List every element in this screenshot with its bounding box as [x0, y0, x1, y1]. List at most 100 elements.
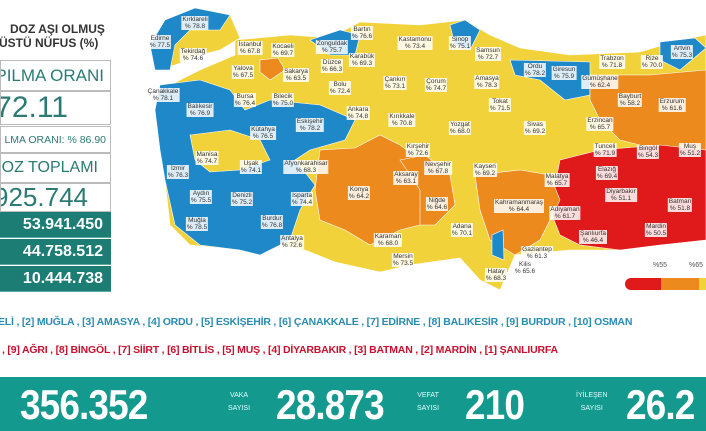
province-label: Hatay% 68.3: [484, 268, 508, 282]
province-value: % 65.7: [589, 124, 611, 131]
province-name: Karabük: [349, 53, 375, 60]
province-label: Adana% 70.1: [450, 223, 474, 237]
province-value: % 75.2: [231, 199, 253, 206]
province-name: Gümüşhane: [582, 75, 618, 82]
province-value: % 76.3: [167, 172, 189, 179]
province-value: % 75.5: [190, 197, 212, 204]
province-value: % 70.8: [391, 120, 413, 127]
region-sakarya: [259, 57, 286, 81]
province-value: % 63.1: [395, 178, 417, 185]
province-value: % 64.4: [508, 206, 530, 213]
province-value: % 50.5: [645, 230, 667, 237]
province-value: % 76.5: [252, 133, 274, 140]
province-label: Bingöl% 54.3: [636, 145, 660, 159]
province-name: Kırklareli: [182, 16, 208, 23]
province-label: Tokat% 71.5: [488, 98, 512, 112]
province-value: % 76.4: [234, 100, 256, 107]
province-name: Tekirdağ: [180, 48, 206, 55]
province-value: % 75.3: [671, 52, 693, 59]
province-value: % 69.7: [272, 50, 294, 57]
province-value: % 67.8: [427, 168, 449, 175]
province-value: % 68.0: [377, 240, 399, 247]
province-value: % 69.3: [351, 60, 373, 67]
province-label: Gümüşhane% 62.4: [581, 75, 619, 89]
province-label: Kırşehir% 72.6: [405, 143, 431, 157]
province-name: Diyarbakır: [606, 188, 636, 195]
dose-row-2: 44.758.512: [0, 239, 111, 265]
province-value: % 74.4: [291, 199, 313, 206]
region-thrace-blue: [149, 7, 231, 71]
province-label: Bursa% 76.4: [233, 93, 257, 107]
province-label: Trabzon% 71.8: [599, 55, 625, 69]
province-value: % 74.1: [240, 167, 262, 174]
province-name: Muş: [683, 143, 697, 150]
province-name: Ordu: [527, 63, 543, 70]
province-name: Isparta: [292, 192, 312, 199]
death-label-1: VEFAT: [417, 392, 439, 399]
province-name: Zonguldak: [316, 40, 348, 47]
province-name: Sivas: [527, 121, 543, 128]
province-name: Adıyaman: [550, 206, 580, 213]
total-value: 925.744: [0, 183, 111, 212]
province-label: Muş% 51.2: [678, 143, 702, 157]
rate-value: 72.11: [0, 91, 111, 125]
province-value: % 73.1: [384, 83, 406, 90]
death-count: 210: [465, 381, 525, 428]
province-name: Erzurum: [659, 98, 685, 105]
province-value: % 64.6: [426, 204, 448, 211]
province-name: Aksaray: [394, 171, 418, 178]
province-value: % 78.2: [299, 125, 321, 132]
province-label: Muğla% 78.5: [185, 217, 209, 231]
province-name: Gaziantep: [522, 246, 552, 253]
province-name: Tunceli: [594, 143, 616, 150]
province-label: Giresun% 75.9: [551, 66, 577, 80]
province-label: Erzurum% 61.6: [658, 98, 686, 112]
province-name: Bartın: [353, 26, 371, 33]
province-label: Sivas% 69.2: [523, 121, 547, 135]
province-value: % 69.2: [524, 128, 546, 135]
province-name: Giresun: [552, 66, 576, 73]
legend-yellow: [699, 278, 706, 290]
province-value: % 61.6: [661, 105, 683, 112]
province-name: Kayseri: [474, 163, 496, 170]
province-name: Kastamonu: [398, 36, 432, 43]
province-label: Yozgat% 68.0: [448, 121, 472, 135]
province-name: Hatay: [487, 268, 505, 275]
province-value: % 71.9: [594, 150, 616, 157]
province-value: % 69.2: [474, 170, 496, 177]
turkey-vaccination-map: Kırklareli% 78.8 Edirne% 77.5 Tekirdağ% 74…: [120, 0, 706, 300]
province-label: Kastamonu% 73.4: [397, 36, 433, 50]
province-name: Kahramanmaraş: [494, 199, 544, 206]
province-name: Bayburt: [618, 93, 642, 100]
province-name: Manisa: [196, 151, 218, 158]
recovered-label-2: SAYISI: [580, 405, 603, 412]
region-osmaniye: [491, 229, 505, 261]
province-value: % 78.3: [476, 82, 498, 89]
province-value: % 76.9: [189, 110, 211, 117]
province-label: Diyarbakır% 51.1: [605, 188, 637, 202]
stats-band: 356.352 VAKA SAYISI 28.873 VEFAT SAYISI 21…: [0, 377, 706, 431]
province-label: Şanlıurfa% 46.4: [578, 230, 608, 244]
province-name: Burdur: [262, 215, 282, 222]
province-label: Tekirdağ% 74.6: [179, 48, 207, 62]
province-label: Amasya% 78.3: [474, 75, 500, 89]
province-label: Kütahya% 76.5: [250, 126, 276, 140]
province-label: Kayseri% 69.2: [473, 163, 497, 177]
legend-red: [625, 278, 661, 290]
province-name: Niğde: [428, 197, 446, 204]
province-name: Bingöl: [638, 145, 658, 152]
legend-orange: [661, 278, 699, 290]
province-name: Kırıkkale: [389, 113, 415, 120]
dose-row-1: 53.941.450: [0, 212, 111, 238]
province-value: % 70.1: [451, 230, 473, 237]
province-name: Muğla: [188, 217, 206, 224]
province-label: Eskişehir% 78.2: [295, 118, 325, 132]
province-label: Samsun% 72.7: [475, 47, 501, 61]
province-label: Bilecik% 75.0: [271, 93, 295, 107]
province-label: Çanakkale% 78.1: [146, 88, 180, 102]
province-name: Adana: [452, 223, 472, 230]
province-value: % 74.6: [182, 55, 204, 62]
province-name: Antalya: [281, 235, 303, 242]
legend-bar: [625, 278, 706, 290]
province-value: % 75.9: [553, 73, 575, 80]
